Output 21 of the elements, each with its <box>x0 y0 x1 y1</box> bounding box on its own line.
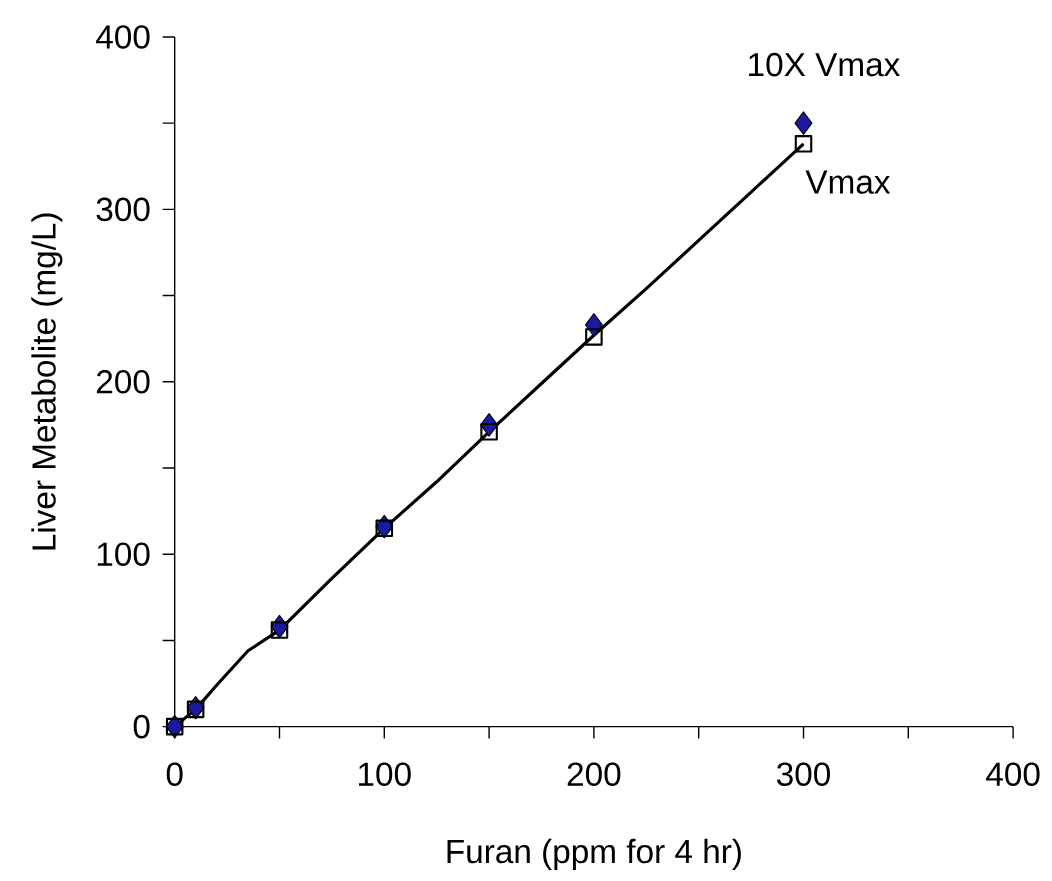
x-tick-label: 100 <box>359 762 411 786</box>
series-label: Vmax <box>805 170 891 194</box>
x-tick-label: 300 <box>776 762 830 786</box>
series-label: 10X Vmax <box>749 52 900 77</box>
point <box>794 111 813 135</box>
y-tick-label: 400 <box>96 25 150 49</box>
y-axis-title: Liver Metabolite (mg/L) <box>31 213 63 550</box>
point <box>186 700 205 719</box>
y-tick-label: 200 <box>96 369 150 394</box>
point <box>480 423 498 441</box>
x-axis-title: Furan (ppm for 4 hr) <box>447 838 741 870</box>
y-tick-label: 0 <box>133 714 150 739</box>
x-tick-label: 200 <box>567 762 621 786</box>
y-tick-label: 300 <box>96 197 150 222</box>
point <box>794 135 813 153</box>
point <box>270 621 289 639</box>
point <box>585 328 603 346</box>
point <box>375 519 394 538</box>
x-tick-label: 400 <box>986 762 1040 786</box>
y-tick-label: 100 <box>97 542 150 566</box>
x-tick-label: 0 <box>166 762 183 786</box>
